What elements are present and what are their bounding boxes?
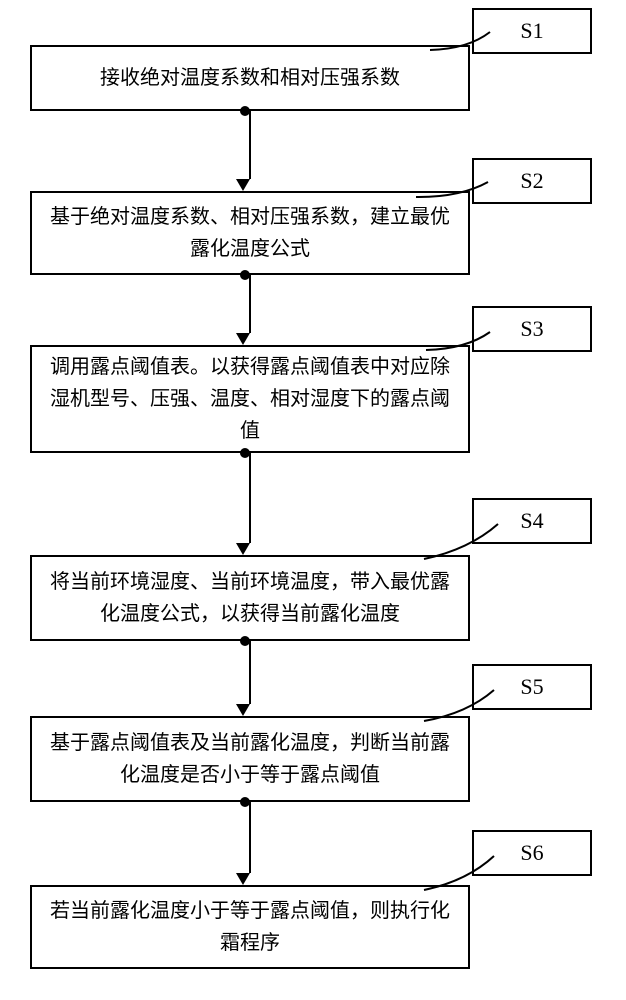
step-text: 接收绝对温度系数和相对压强系数 — [100, 62, 400, 94]
step-box-s6: 若当前露化温度小于等于露点阈值，则执行化霜程序 — [30, 885, 470, 969]
connector-arrowhead — [236, 873, 250, 885]
step-label-s2: S2 — [472, 158, 592, 204]
connector-line — [249, 275, 251, 333]
step-box-s1: 接收绝对温度系数和相对压强系数 — [30, 45, 470, 111]
step-label-text: S1 — [520, 18, 543, 44]
step-text: 将当前环境湿度、当前环境温度，带入最优露化温度公式，以获得当前露化温度 — [46, 566, 454, 630]
step-label-s4: S4 — [472, 498, 592, 544]
step-box-s3: 调用露点阈值表。以获得露点阈值表中对应除湿机型号、压强、温度、相对湿度下的露点阈… — [30, 345, 470, 453]
step-label-text: S5 — [520, 674, 543, 700]
connector-arrowhead — [236, 179, 250, 191]
step-label-text: S3 — [520, 316, 543, 342]
step-label-s3: S3 — [472, 306, 592, 352]
step-box-s5: 基于露点阈值表及当前露化温度，判断当前露化温度是否小于等于露点阈值 — [30, 716, 470, 802]
step-text: 基于露点阈值表及当前露化温度，判断当前露化温度是否小于等于露点阈值 — [46, 727, 454, 791]
connector-arrowhead — [236, 704, 250, 716]
step-text: 若当前露化温度小于等于露点阈值，则执行化霜程序 — [46, 895, 454, 959]
step-label-s6: S6 — [472, 830, 592, 876]
step-box-s4: 将当前环境湿度、当前环境温度，带入最优露化温度公式，以获得当前露化温度 — [30, 555, 470, 641]
connector-line — [249, 641, 251, 704]
step-label-text: S6 — [520, 840, 543, 866]
connector-line — [249, 802, 251, 873]
connector-line — [249, 111, 251, 179]
step-label-s5: S5 — [472, 664, 592, 710]
step-label-text: S4 — [520, 508, 543, 534]
connector-line — [249, 453, 251, 543]
connector-arrowhead — [236, 333, 250, 345]
step-label-text: S2 — [520, 168, 543, 194]
step-label-s1: S1 — [472, 8, 592, 54]
step-box-s2: 基于绝对温度系数、相对压强系数，建立最优露化温度公式 — [30, 191, 470, 275]
step-text: 调用露点阈值表。以获得露点阈值表中对应除湿机型号、压强、温度、相对湿度下的露点阈… — [46, 351, 454, 447]
step-text: 基于绝对温度系数、相对压强系数，建立最优露化温度公式 — [46, 201, 454, 265]
connector-arrowhead — [236, 543, 250, 555]
